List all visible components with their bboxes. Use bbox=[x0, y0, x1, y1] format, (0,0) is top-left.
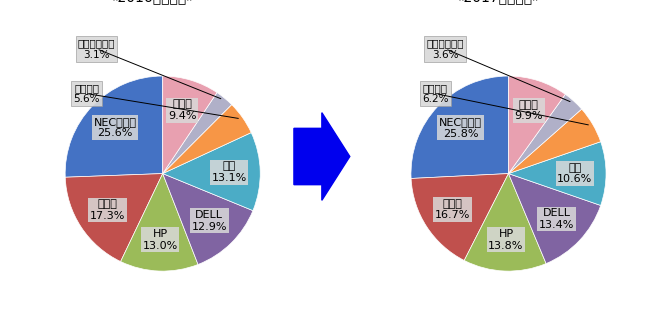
Text: アップル
6.2%: アップル 6.2% bbox=[422, 83, 449, 105]
Text: NECレノボ
25.8%: NECレノボ 25.8% bbox=[439, 117, 482, 139]
Text: アップル
5.6%: アップル 5.6% bbox=[73, 83, 100, 105]
Text: HP
13.0%: HP 13.0% bbox=[142, 229, 178, 251]
Wedge shape bbox=[509, 76, 565, 174]
Wedge shape bbox=[411, 174, 509, 260]
Text: 富士通
16.7%: 富士通 16.7% bbox=[435, 199, 471, 220]
Wedge shape bbox=[65, 174, 163, 262]
Wedge shape bbox=[120, 174, 198, 271]
Wedge shape bbox=[464, 174, 546, 271]
Wedge shape bbox=[509, 94, 582, 174]
Text: 東苝
10.6%: 東苝 10.6% bbox=[557, 163, 593, 184]
Wedge shape bbox=[509, 109, 600, 174]
Text: その他
9.9%: その他 9.9% bbox=[515, 100, 543, 121]
Wedge shape bbox=[411, 76, 509, 178]
Text: その他
9.4%: その他 9.4% bbox=[168, 99, 196, 121]
Wedge shape bbox=[163, 93, 231, 174]
Wedge shape bbox=[509, 142, 606, 205]
Title: «2017年度上期»: «2017年度上期» bbox=[456, 0, 541, 4]
FancyArrow shape bbox=[294, 113, 350, 200]
Text: 富士通
17.3%: 富士通 17.3% bbox=[90, 199, 125, 221]
Wedge shape bbox=[509, 174, 600, 264]
Title: «2016年度上期»: «2016年度上期» bbox=[110, 0, 196, 4]
Text: DELL
13.4%: DELL 13.4% bbox=[539, 208, 575, 230]
Wedge shape bbox=[163, 105, 251, 174]
Wedge shape bbox=[163, 133, 260, 211]
Text: NECレノボ
25.6%: NECレノボ 25.6% bbox=[93, 117, 136, 138]
Text: HP
13.8%: HP 13.8% bbox=[488, 229, 524, 251]
Text: 東苝
13.1%: 東苝 13.1% bbox=[211, 161, 247, 183]
Text: DELL
12.9%: DELL 12.9% bbox=[192, 210, 227, 232]
Wedge shape bbox=[163, 174, 253, 264]
Text: パナソニック
3.6%: パナソニック 3.6% bbox=[426, 38, 464, 59]
Wedge shape bbox=[163, 76, 217, 174]
Text: パナソニック
3.1%: パナソニック 3.1% bbox=[78, 38, 115, 59]
Wedge shape bbox=[65, 76, 163, 177]
